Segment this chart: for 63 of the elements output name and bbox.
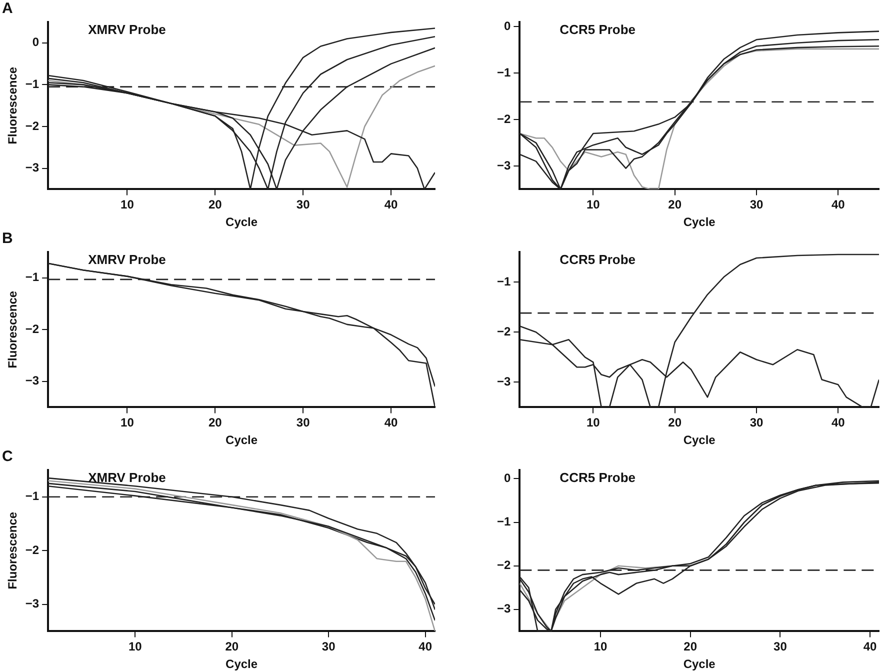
x-tick-label: 20 xyxy=(225,640,239,654)
y-tick-label: −2 xyxy=(25,322,40,336)
x-tick-label: 30 xyxy=(750,416,764,430)
x-tick-label: 20 xyxy=(208,198,222,212)
y-tick-label: −1 xyxy=(25,270,40,284)
y-tick-label: −1 xyxy=(25,489,40,504)
y-tick-label: −2 xyxy=(25,118,40,133)
x-tick-label: 10 xyxy=(120,416,134,430)
chart-title: CCR5 Probe xyxy=(560,252,636,268)
y-tick-label: −3 xyxy=(496,374,511,388)
x-tick-label: 20 xyxy=(208,416,222,430)
x-tick-label: 10 xyxy=(594,640,608,654)
x-tick-label: 10 xyxy=(586,198,600,212)
y-tick-label: −3 xyxy=(496,158,511,172)
y-axis-title: Fluorescence xyxy=(6,512,20,590)
y-axis-title: Fluorescence xyxy=(6,66,20,144)
x-tick-label: 30 xyxy=(750,198,764,212)
y-tick-label: −1 xyxy=(496,65,511,80)
x-tick-label: 40 xyxy=(384,416,398,430)
text: C xyxy=(2,448,13,465)
x-tick-label: 30 xyxy=(296,416,310,430)
y-tick-label: −2 xyxy=(496,558,511,572)
x-tick-label: 10 xyxy=(128,640,142,654)
y-tick-label: −1 xyxy=(496,274,511,288)
x-tick-label: 30 xyxy=(322,640,336,654)
x-axis-title: Cycle xyxy=(226,657,258,672)
x-tick-label: 30 xyxy=(296,198,310,212)
text: B xyxy=(2,230,13,247)
y-tick-label: −1 xyxy=(25,77,40,92)
x-axis-title: Cycle xyxy=(683,657,716,672)
x-tick-label: 20 xyxy=(668,416,682,430)
y-tick-label: −3 xyxy=(25,160,40,175)
y-tick-label: −3 xyxy=(25,374,40,388)
y-tick-label: −3 xyxy=(496,602,511,616)
y-tick-label: −3 xyxy=(25,596,40,611)
y-tick-label: −2 xyxy=(496,324,511,338)
x-tick-label: 40 xyxy=(863,640,878,654)
x-tick-label: 10 xyxy=(586,416,600,430)
y-tick-label: 0 xyxy=(32,35,40,50)
x-tick-label: 40 xyxy=(831,416,846,430)
x-axis-title: Cycle xyxy=(683,433,716,448)
x-tick-label: 40 xyxy=(831,198,846,212)
text: A xyxy=(2,0,13,17)
y-tick-label: 0 xyxy=(504,18,511,33)
x-tick-label: 40 xyxy=(384,198,398,212)
x-tick-label: 30 xyxy=(774,640,788,654)
y-tick-label: −1 xyxy=(496,514,511,529)
chart-title: CCR5 Probe xyxy=(560,470,636,486)
y-tick-label: −2 xyxy=(25,542,40,557)
x-axis-title: Cycle xyxy=(683,215,716,230)
x-axis-title: Cycle xyxy=(226,215,258,230)
y-tick-label: −2 xyxy=(496,112,511,126)
x-tick-label: 10 xyxy=(120,198,134,212)
y-axis-title: Fluorescence xyxy=(6,290,20,368)
chart-title: XMRV Probe xyxy=(88,470,166,486)
y-tick-label: 0 xyxy=(504,471,511,486)
chart-title: XMRV Probe xyxy=(88,252,166,268)
chart-title: CCR5 Probe xyxy=(560,22,636,38)
chart-title: XMRV Probe xyxy=(88,22,166,38)
x-axis-title: Cycle xyxy=(226,433,258,448)
x-tick-label: 20 xyxy=(684,640,698,654)
x-tick-label: 40 xyxy=(418,640,432,654)
x-tick-label: 20 xyxy=(668,198,682,212)
